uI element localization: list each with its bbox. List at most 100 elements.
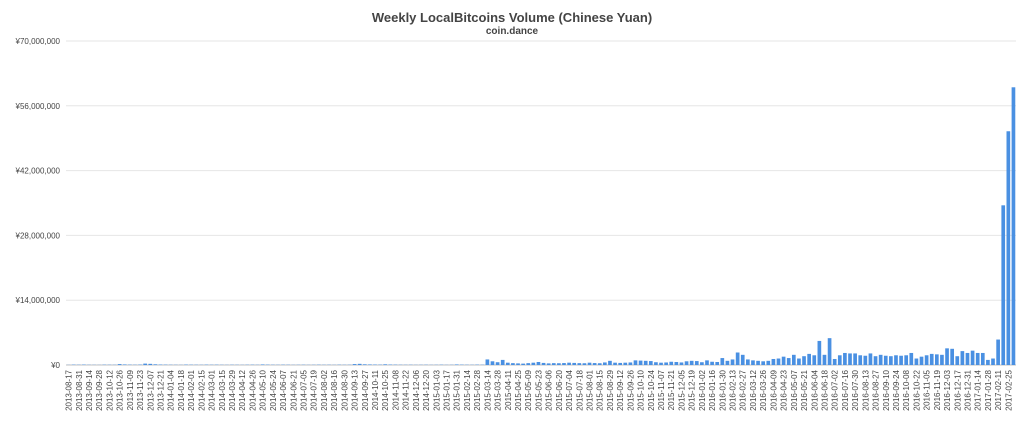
bar — [490, 361, 495, 365]
x-tick-label: 2016-12-17 — [953, 369, 962, 410]
x-tick-label: 2014-07-19 — [310, 369, 319, 410]
bar — [853, 353, 857, 365]
x-tick-label: 2015-08-15 — [596, 369, 605, 410]
x-tick-label: 2013-09-28 — [95, 369, 104, 410]
bar — [1011, 87, 1016, 366]
bar — [674, 361, 679, 365]
x-tick-label: 2014-05-24 — [269, 369, 278, 410]
y-tick-label: ¥42,000,000 — [15, 167, 61, 176]
bar — [904, 355, 909, 365]
bar — [618, 362, 623, 365]
x-tick-label: 2014-10-25 — [381, 369, 390, 410]
bar — [536, 361, 541, 365]
bar — [899, 355, 903, 365]
bar — [143, 363, 148, 365]
bar — [592, 363, 597, 365]
bar — [863, 355, 868, 365]
bar — [914, 358, 919, 365]
x-tick-label: 2014-09-27 — [361, 369, 370, 410]
x-tick-label: 2013-10-26 — [116, 369, 125, 410]
bar — [970, 350, 975, 365]
x-tick-label: 2015-03-14 — [483, 369, 492, 410]
bar — [659, 362, 663, 365]
x-tick-label: 2015-05-09 — [524, 369, 533, 410]
x-tick-label: 2016-08-13 — [861, 369, 870, 410]
x-tick-label: 2014-07-05 — [300, 369, 309, 410]
y-tick-label: ¥14,000,000 — [15, 296, 61, 305]
x-tick-label: 2016-09-24 — [892, 369, 901, 410]
x-tick-label: 2015-01-03 — [432, 369, 441, 410]
y-tick-label: ¥70,000,000 — [15, 37, 61, 46]
x-tick-label: 2014-02-01 — [187, 369, 196, 410]
bar — [383, 364, 388, 365]
x-tick-label: 2014-05-10 — [259, 369, 268, 410]
y-tick-label: ¥56,000,000 — [15, 102, 61, 111]
x-tick-label: 2014-03-15 — [218, 369, 227, 410]
bar — [797, 358, 801, 365]
x-tick-label: 2016-02-27 — [739, 369, 748, 410]
chart-subtitle: coin.dance — [485, 26, 539, 37]
x-tick-label: 2015-06-20 — [555, 369, 564, 410]
x-tick-label: 2016-10-08 — [902, 369, 911, 410]
bar — [746, 359, 750, 365]
bar — [786, 358, 791, 365]
bar — [628, 362, 633, 365]
x-tick-label: 2015-01-31 — [453, 369, 462, 410]
x-tick-label: 2014-03-29 — [228, 369, 237, 410]
x-tick-label: 2014-11-22 — [402, 369, 411, 410]
x-tick-label: 2013-12-07 — [146, 369, 155, 410]
bar — [837, 355, 842, 365]
x-tick-label: 2013-11-09 — [126, 369, 135, 410]
bar — [873, 356, 878, 365]
bar — [715, 361, 720, 365]
x-tick-label: 2016-03-12 — [749, 369, 758, 410]
x-tick-label: 2017-02-11 — [994, 369, 1003, 410]
x-tick-label: 2017-01-14 — [974, 369, 983, 410]
bar — [730, 359, 735, 365]
bar — [260, 364, 265, 365]
bar — [894, 355, 898, 365]
bar — [986, 359, 990, 365]
x-tick-label: 2014-12-20 — [422, 369, 431, 410]
x-tick-label: 2016-12-03 — [943, 369, 952, 410]
bar — [740, 354, 745, 365]
bar — [735, 352, 740, 365]
bar — [832, 358, 837, 365]
bar — [603, 362, 607, 365]
x-tick-label: 2015-10-10 — [637, 369, 646, 410]
bar — [776, 358, 781, 365]
bar — [720, 358, 725, 365]
x-tick-label: 2015-12-19 — [688, 369, 697, 410]
bar — [485, 359, 490, 365]
x-tick-label: 2015-09-12 — [616, 369, 625, 410]
x-tick-label: 2015-02-28 — [473, 369, 482, 410]
bar — [521, 363, 525, 365]
x-tick-label: 2016-04-23 — [780, 369, 789, 410]
x-tick-label: 2015-12-05 — [677, 369, 686, 410]
x-tick-label: 2014-06-07 — [279, 369, 288, 410]
bar — [587, 362, 592, 365]
x-tick-label: 2014-04-12 — [238, 369, 247, 410]
bar — [771, 358, 776, 365]
bar — [572, 362, 577, 365]
x-tick-label: 2015-06-06 — [545, 369, 554, 410]
x-tick-label: 2016-05-21 — [800, 369, 809, 410]
bar — [812, 355, 817, 365]
x-tick-label: 2015-02-14 — [463, 369, 472, 410]
bar — [511, 363, 515, 365]
bar — [551, 363, 556, 365]
bar — [991, 358, 995, 365]
bar — [965, 352, 970, 365]
bar — [577, 363, 582, 365]
x-tick-label: 2016-01-02 — [698, 369, 707, 410]
bar — [633, 360, 638, 365]
bar — [638, 360, 643, 365]
bar — [848, 353, 852, 365]
x-tick-label: 2014-12-06 — [412, 369, 421, 410]
bar — [751, 360, 755, 365]
bar — [352, 364, 357, 365]
bar — [883, 355, 888, 365]
bar — [827, 338, 832, 365]
bar — [567, 362, 571, 365]
